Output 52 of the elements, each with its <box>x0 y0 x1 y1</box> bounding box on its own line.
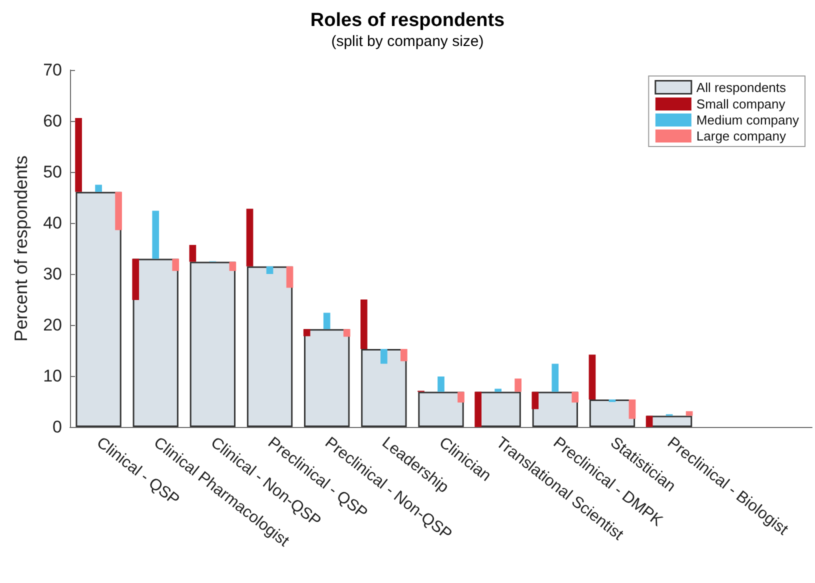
bar <box>474 392 482 427</box>
bar <box>172 258 180 271</box>
bar <box>458 392 464 403</box>
bar <box>438 376 444 392</box>
legend-label: Large company <box>696 128 787 144</box>
bar <box>95 184 102 192</box>
bar <box>343 329 350 337</box>
bar <box>115 192 122 230</box>
bar <box>400 348 408 362</box>
bar <box>686 411 693 416</box>
legend-label: All respondents <box>696 80 787 95</box>
y-tick-label: 60 <box>43 112 62 130</box>
y-tick-label: 70 <box>43 60 62 80</box>
bar <box>494 388 502 392</box>
bar <box>360 300 368 349</box>
bar <box>132 258 140 300</box>
bar <box>246 208 254 266</box>
bar <box>76 192 122 427</box>
bar <box>628 399 636 419</box>
bar <box>361 348 407 427</box>
chart-subtitle: (split by company size) <box>331 33 484 50</box>
bar <box>588 354 596 400</box>
y-tick-label: 40 <box>43 214 62 232</box>
bar <box>132 258 178 427</box>
bar <box>152 210 160 259</box>
bar <box>646 416 653 427</box>
legend-label: Small company <box>696 96 786 112</box>
bar <box>572 392 579 403</box>
bar <box>323 312 330 330</box>
bar <box>190 262 236 427</box>
y-tick-label: 0 <box>52 418 62 436</box>
bar <box>380 348 388 364</box>
chart-title: Roles of respondents <box>310 10 505 31</box>
bar <box>552 364 559 392</box>
bar <box>189 244 196 262</box>
bar <box>266 266 274 274</box>
bar <box>246 266 293 427</box>
bar <box>304 329 350 427</box>
bar <box>303 329 310 336</box>
legend-label: Medium company <box>696 112 800 128</box>
y-tick-label: 30 <box>43 264 62 284</box>
bar <box>75 118 82 192</box>
bar <box>286 266 294 288</box>
y-tick-label: 50 <box>43 162 62 182</box>
y-tick-label: 20 <box>43 316 62 334</box>
bar <box>229 262 236 271</box>
bar <box>514 378 522 392</box>
bar <box>608 399 616 402</box>
y-axis-title: Percent of respondents <box>11 155 31 342</box>
y-tick-label: 10 <box>43 366 62 386</box>
bar <box>418 392 464 427</box>
bar <box>532 392 539 410</box>
